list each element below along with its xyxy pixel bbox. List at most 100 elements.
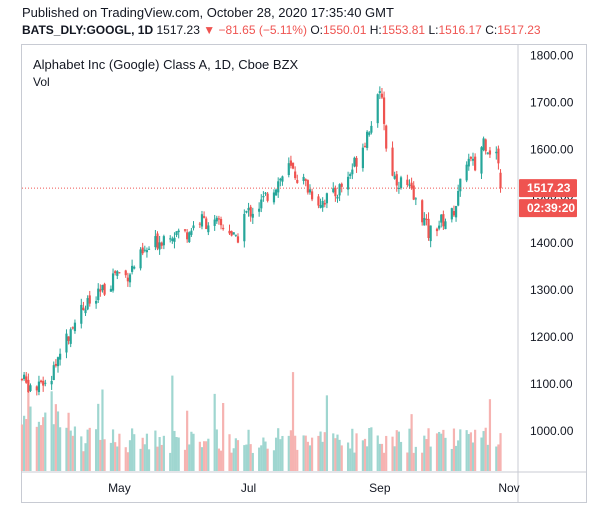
candle-body xyxy=(366,131,369,148)
high-label: H: xyxy=(369,23,382,37)
volume-bar xyxy=(219,450,223,471)
candle-body xyxy=(118,272,121,274)
candle-body xyxy=(126,277,129,282)
volume-bar xyxy=(393,446,396,471)
candle-body xyxy=(20,379,24,381)
volume-label: Vol xyxy=(33,75,50,89)
volume-bar xyxy=(391,436,394,471)
volume-bar xyxy=(188,444,191,471)
candle-body xyxy=(133,266,136,269)
volume-bar xyxy=(236,440,240,471)
candle-body xyxy=(162,236,165,246)
candle-body xyxy=(147,248,151,250)
volume-bar xyxy=(332,433,335,471)
volume-bar xyxy=(406,452,409,471)
volume-bar xyxy=(264,441,267,471)
time-tick-label: Jul xyxy=(241,481,256,495)
candle-body xyxy=(274,189,278,196)
candle-body xyxy=(243,213,246,242)
volume-bar xyxy=(175,436,178,471)
candle-body xyxy=(234,234,237,236)
candle-body xyxy=(346,176,350,190)
volume-bar xyxy=(423,435,426,471)
volume-bar xyxy=(442,429,445,471)
candle-body xyxy=(336,196,339,199)
volume-layer xyxy=(20,372,502,471)
volume-bar xyxy=(435,433,439,471)
volume-bar xyxy=(370,427,373,471)
volume-bar xyxy=(429,446,432,471)
time-axis[interactable]: May Jul Sep Nov xyxy=(108,481,520,495)
candle-body xyxy=(158,242,161,250)
candle-layer xyxy=(20,86,502,396)
volume-bar xyxy=(457,440,460,471)
candle-body xyxy=(145,250,149,253)
candle-body xyxy=(378,91,381,94)
open-label: O: xyxy=(310,23,323,37)
candle-body xyxy=(499,172,502,189)
volume-bar xyxy=(200,447,204,471)
candle-body xyxy=(249,206,252,217)
volume-bar xyxy=(438,431,441,471)
candle-body xyxy=(101,285,104,291)
volume-bar xyxy=(59,427,62,471)
volume-bar xyxy=(459,429,462,471)
volume-bar xyxy=(260,445,263,471)
volume-bar xyxy=(158,437,161,471)
volume-bar xyxy=(131,428,134,471)
volume-bar xyxy=(35,426,38,471)
volume-bar xyxy=(380,443,384,471)
volume-bar xyxy=(274,437,278,471)
candle-body xyxy=(35,386,38,391)
volume-bar xyxy=(44,412,47,471)
volume-bar xyxy=(247,429,250,471)
candle-body xyxy=(272,192,276,203)
candle-body xyxy=(321,200,324,208)
candle-body xyxy=(410,182,413,189)
volume-bar xyxy=(378,443,381,471)
volume-bar xyxy=(147,449,151,471)
candle-body xyxy=(29,385,32,391)
candle-body xyxy=(198,223,201,225)
candle-body xyxy=(247,207,250,211)
candle-body xyxy=(334,187,337,197)
volume-bar xyxy=(319,431,322,471)
volume-bar xyxy=(474,429,477,471)
price-tick-label: 1100.00 xyxy=(530,377,573,391)
volume-bar xyxy=(245,444,248,471)
candle-body xyxy=(361,147,364,169)
candle-body xyxy=(109,288,113,292)
volume-bar xyxy=(321,441,324,471)
candle-body xyxy=(471,158,475,161)
candle-body xyxy=(421,200,424,223)
candle-body xyxy=(192,225,195,229)
volume-bar xyxy=(80,436,83,471)
candle-body xyxy=(124,270,127,276)
candle-body xyxy=(435,228,439,232)
volume-bar xyxy=(499,433,502,471)
price-axis[interactable]: 1800.001700.001600.001500.001400.001300.… xyxy=(530,48,574,438)
candle-body xyxy=(154,236,157,248)
volume-bar xyxy=(346,442,350,471)
candle-body xyxy=(228,230,231,234)
volume-bar xyxy=(262,437,265,471)
candle-body xyxy=(395,174,398,186)
countdown-badge xyxy=(519,199,577,218)
low-label: L: xyxy=(428,23,439,37)
volume-bar xyxy=(25,419,28,471)
candle-body xyxy=(450,208,453,220)
volume-bar xyxy=(425,439,428,471)
volume-bar xyxy=(243,445,246,471)
volume-bar xyxy=(308,445,312,471)
volume-bar xyxy=(287,435,290,471)
candle-body xyxy=(188,232,191,243)
candle-body xyxy=(80,304,83,324)
candle-body xyxy=(452,211,456,216)
volume-bar xyxy=(54,404,57,471)
volume-bar xyxy=(27,383,30,471)
volume-bar xyxy=(118,433,121,471)
symbol-label[interactable]: BATS_DLY:GOOGL, 1D xyxy=(22,23,154,37)
volume-bar xyxy=(325,395,329,471)
volume-bar xyxy=(323,432,326,471)
